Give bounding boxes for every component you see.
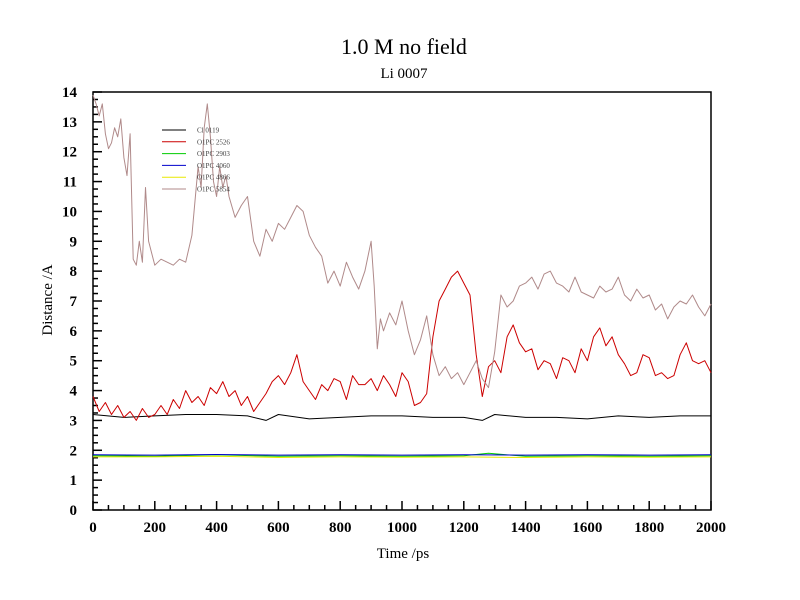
x-tick-label: 2000: [696, 520, 726, 536]
x-tick-label: 1800: [634, 520, 664, 536]
y-tick-label: 4: [70, 384, 78, 400]
y-tick-label: 2: [70, 443, 78, 459]
legend-label: O1PC 4866: [197, 174, 230, 182]
y-tick-label: 8: [70, 264, 78, 280]
axis-ticks: 0 200 400 600 800 1000 1200 1400 1600 1800 2000012…: [62, 85, 726, 536]
y-tick-label: 6: [70, 324, 78, 340]
chart-subtitle: Li 0007: [380, 66, 428, 82]
series-line-4: [93, 455, 712, 458]
x-tick-label: 200: [144, 520, 167, 536]
y-tick-label: 10: [62, 204, 77, 220]
x-tick-label: 1600: [572, 520, 602, 536]
legend: Cl 0119 O1PC 2526 O1PC 2903 O1PC 4060 O1PC 4…: [162, 127, 230, 194]
y-axis-label: Distance /A: [40, 264, 56, 335]
x-tick-label: 1400: [511, 520, 541, 536]
y-tick-label: 11: [63, 175, 77, 191]
x-tick-label: 1000: [387, 520, 417, 536]
y-tick-label: 13: [62, 115, 77, 131]
y-tick-label: 0: [70, 503, 78, 519]
x-tick-label: 600: [267, 520, 290, 536]
x-tick-label: 400: [205, 520, 228, 536]
legend-label: O1PC 2526: [197, 138, 230, 146]
y-tick-label: 1: [70, 473, 78, 489]
legend-label: O1PC 5854: [197, 186, 230, 194]
chart-title: 1.0 M no field: [341, 34, 467, 59]
x-tick-label: 0: [89, 520, 97, 536]
legend-label: Cl 0119: [197, 127, 220, 135]
y-tick-label: 3: [70, 413, 78, 429]
series-line-5: [92, 94, 712, 389]
series-line-0: [92, 414, 711, 421]
y-tick-label: 7: [70, 294, 78, 310]
x-tick-label: 1200: [449, 520, 479, 536]
series-line-1: [92, 270, 712, 421]
y-tick-label: 12: [62, 145, 77, 161]
legend-label: O1PC 2903: [197, 150, 230, 158]
series-lines: [92, 94, 712, 458]
y-tick-label: 5: [70, 354, 78, 370]
series-line-3: [92, 454, 712, 456]
y-tick-label: 9: [70, 234, 78, 250]
y-tick-label: 14: [62, 85, 78, 101]
legend-label: O1PC 4060: [197, 162, 230, 170]
x-axis-label: Time /ps: [377, 546, 430, 562]
x-tick-label: 800: [329, 520, 352, 536]
